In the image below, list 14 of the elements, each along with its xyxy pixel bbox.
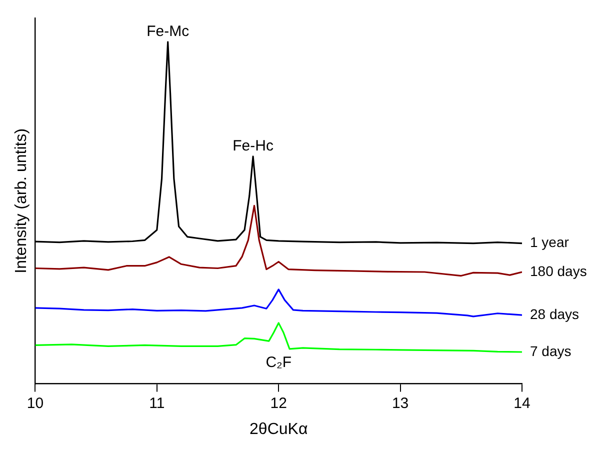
annotation: Fe-Mc bbox=[146, 22, 190, 40]
y-axis-title: Intensity (arb. untits) bbox=[13, 128, 30, 274]
x-tick-label: 14 bbox=[514, 394, 530, 412]
annotation: Fe-Hc bbox=[232, 137, 274, 154]
series-label: 28 days bbox=[530, 306, 580, 322]
x-tick-label: 13 bbox=[392, 394, 409, 412]
series-label: 1 year bbox=[530, 234, 570, 250]
series-label: 7 days bbox=[530, 342, 572, 359]
x-tick-label: 10 bbox=[26, 394, 44, 412]
x-axis-title: 2θCuKα bbox=[250, 420, 308, 438]
series-label: 180 days bbox=[530, 262, 587, 279]
annotation: C₂F bbox=[266, 354, 292, 371]
x-tick-label: 11 bbox=[149, 394, 165, 412]
x-tick-label: 12 bbox=[270, 394, 287, 412]
